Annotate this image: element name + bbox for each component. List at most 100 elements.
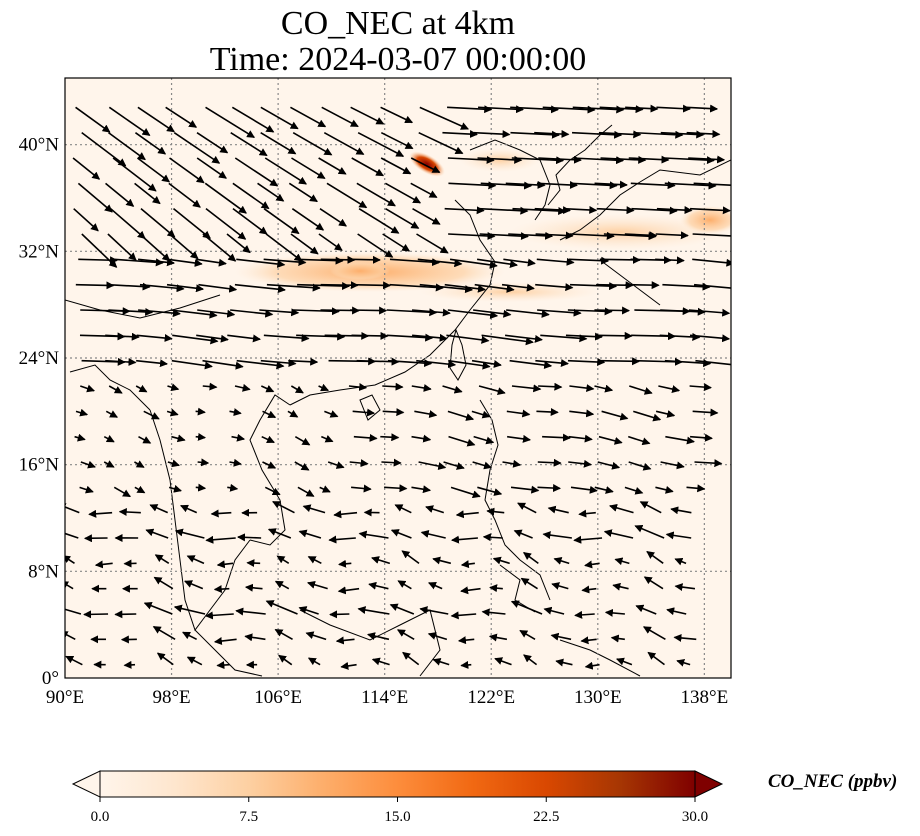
wind-arrow (568, 434, 593, 443)
wind-arrow (670, 506, 692, 515)
wind-arrow (196, 258, 227, 267)
wind-arrow (536, 180, 578, 189)
wind-arrow (123, 660, 136, 669)
wind-arrow (216, 560, 234, 569)
wind-arrow (660, 307, 706, 316)
wind-arrow (688, 155, 726, 164)
wind-arrow (152, 625, 176, 641)
wind-arrow (479, 206, 529, 215)
wind-arrow (349, 255, 381, 264)
wind-arrow (385, 207, 420, 229)
plume-bohai (460, 148, 540, 172)
wind-arrow (266, 283, 321, 292)
wind-arrow (307, 657, 321, 666)
wind-arrow (319, 485, 331, 493)
wind-arrow (326, 182, 368, 209)
wind-arrow (105, 358, 137, 367)
wind-arrow (292, 131, 333, 156)
map-time-subtitle: Time: 2024-03-07 00:00:00 (209, 41, 587, 78)
wind-arrow (419, 106, 469, 130)
wind-arrow (565, 332, 603, 341)
wind-arrow (186, 656, 203, 666)
wind-arrow (473, 435, 495, 445)
wind-arrow (460, 560, 475, 569)
wind-arrow (568, 256, 610, 265)
wind-arrow (265, 600, 298, 615)
wind-arrow (108, 132, 146, 161)
colorbar-label: CO_NEC (ppbv) (768, 771, 898, 792)
wind-arrow (628, 435, 651, 446)
wind-arrow (542, 433, 571, 442)
wind-arrow (432, 556, 452, 565)
wind-arrow (664, 359, 712, 368)
wind-arrow (478, 105, 524, 114)
wind-arrow (173, 132, 221, 164)
wind-arrow (290, 233, 319, 255)
wind-arrow (460, 586, 481, 595)
wind-arrow (88, 509, 113, 518)
wind-arrow (114, 258, 164, 267)
wind-arrow (600, 155, 647, 164)
wind-arrow (410, 182, 438, 198)
wind-arrow (103, 460, 115, 468)
wind-arrow (609, 503, 634, 514)
wind-arrow (260, 384, 275, 393)
wind-arrow (229, 458, 242, 467)
wind-arrow (352, 408, 376, 417)
wind-arrow (264, 157, 307, 185)
wind-arrow (510, 600, 543, 615)
wind-arrow (447, 309, 499, 319)
wind-arrow (167, 383, 180, 392)
lon-tick-label: 106°E (254, 687, 302, 708)
wind-arrow (367, 632, 390, 641)
wind-arrow (173, 604, 206, 615)
wind-arrow (474, 283, 515, 293)
wind-arrow (428, 582, 443, 590)
wind-arrow (580, 636, 597, 645)
wind-arrow (448, 435, 476, 447)
wind-arrow (153, 576, 174, 590)
wind-arrow (333, 510, 358, 519)
wind-arrow (598, 435, 623, 445)
wind-arrow (444, 283, 486, 293)
lat-tick-label: 8°N (28, 561, 59, 582)
wind-arrow (567, 307, 613, 316)
wind-arrow (446, 334, 490, 344)
wind-arrow (348, 383, 368, 392)
wind-arrow (81, 132, 127, 167)
wind-arrow (538, 382, 563, 391)
wind-arrow (511, 384, 542, 393)
wind-arrow (368, 581, 389, 590)
wind-arrow (171, 359, 213, 370)
wind-arrow (264, 486, 281, 496)
wind-arrow (676, 658, 691, 667)
lat-tick-label: 40°N (19, 135, 60, 156)
wind-arrow (357, 131, 405, 157)
wind-arrow (692, 408, 719, 417)
wind-arrow (471, 359, 502, 368)
wind-arrow (419, 283, 474, 294)
wind-arrow (260, 106, 299, 130)
colorbar-tick-label: 0.0 (91, 809, 110, 825)
wind-arrow (351, 281, 392, 290)
wind-arrow (674, 583, 696, 592)
wind-arrow (390, 529, 412, 539)
wind-arrow (210, 509, 232, 518)
wind-arrow (444, 206, 485, 215)
wind-arrow (380, 157, 412, 175)
wind-arrow (149, 504, 169, 514)
wind-arrow (481, 608, 506, 617)
wind-arrow (412, 207, 441, 225)
wind-arrow (570, 485, 598, 494)
wind-arrow (569, 231, 615, 240)
wind-arrow (357, 606, 390, 615)
wind-arrow (290, 385, 304, 394)
wind-arrow (143, 601, 173, 615)
wind-arrow (94, 560, 113, 569)
wind-arrow (394, 504, 412, 514)
wind-arrow (502, 459, 522, 468)
wind-arrow (338, 559, 352, 568)
wind-arrow (75, 408, 89, 417)
wind-arrow (625, 104, 659, 113)
wind-arrow (213, 585, 230, 594)
